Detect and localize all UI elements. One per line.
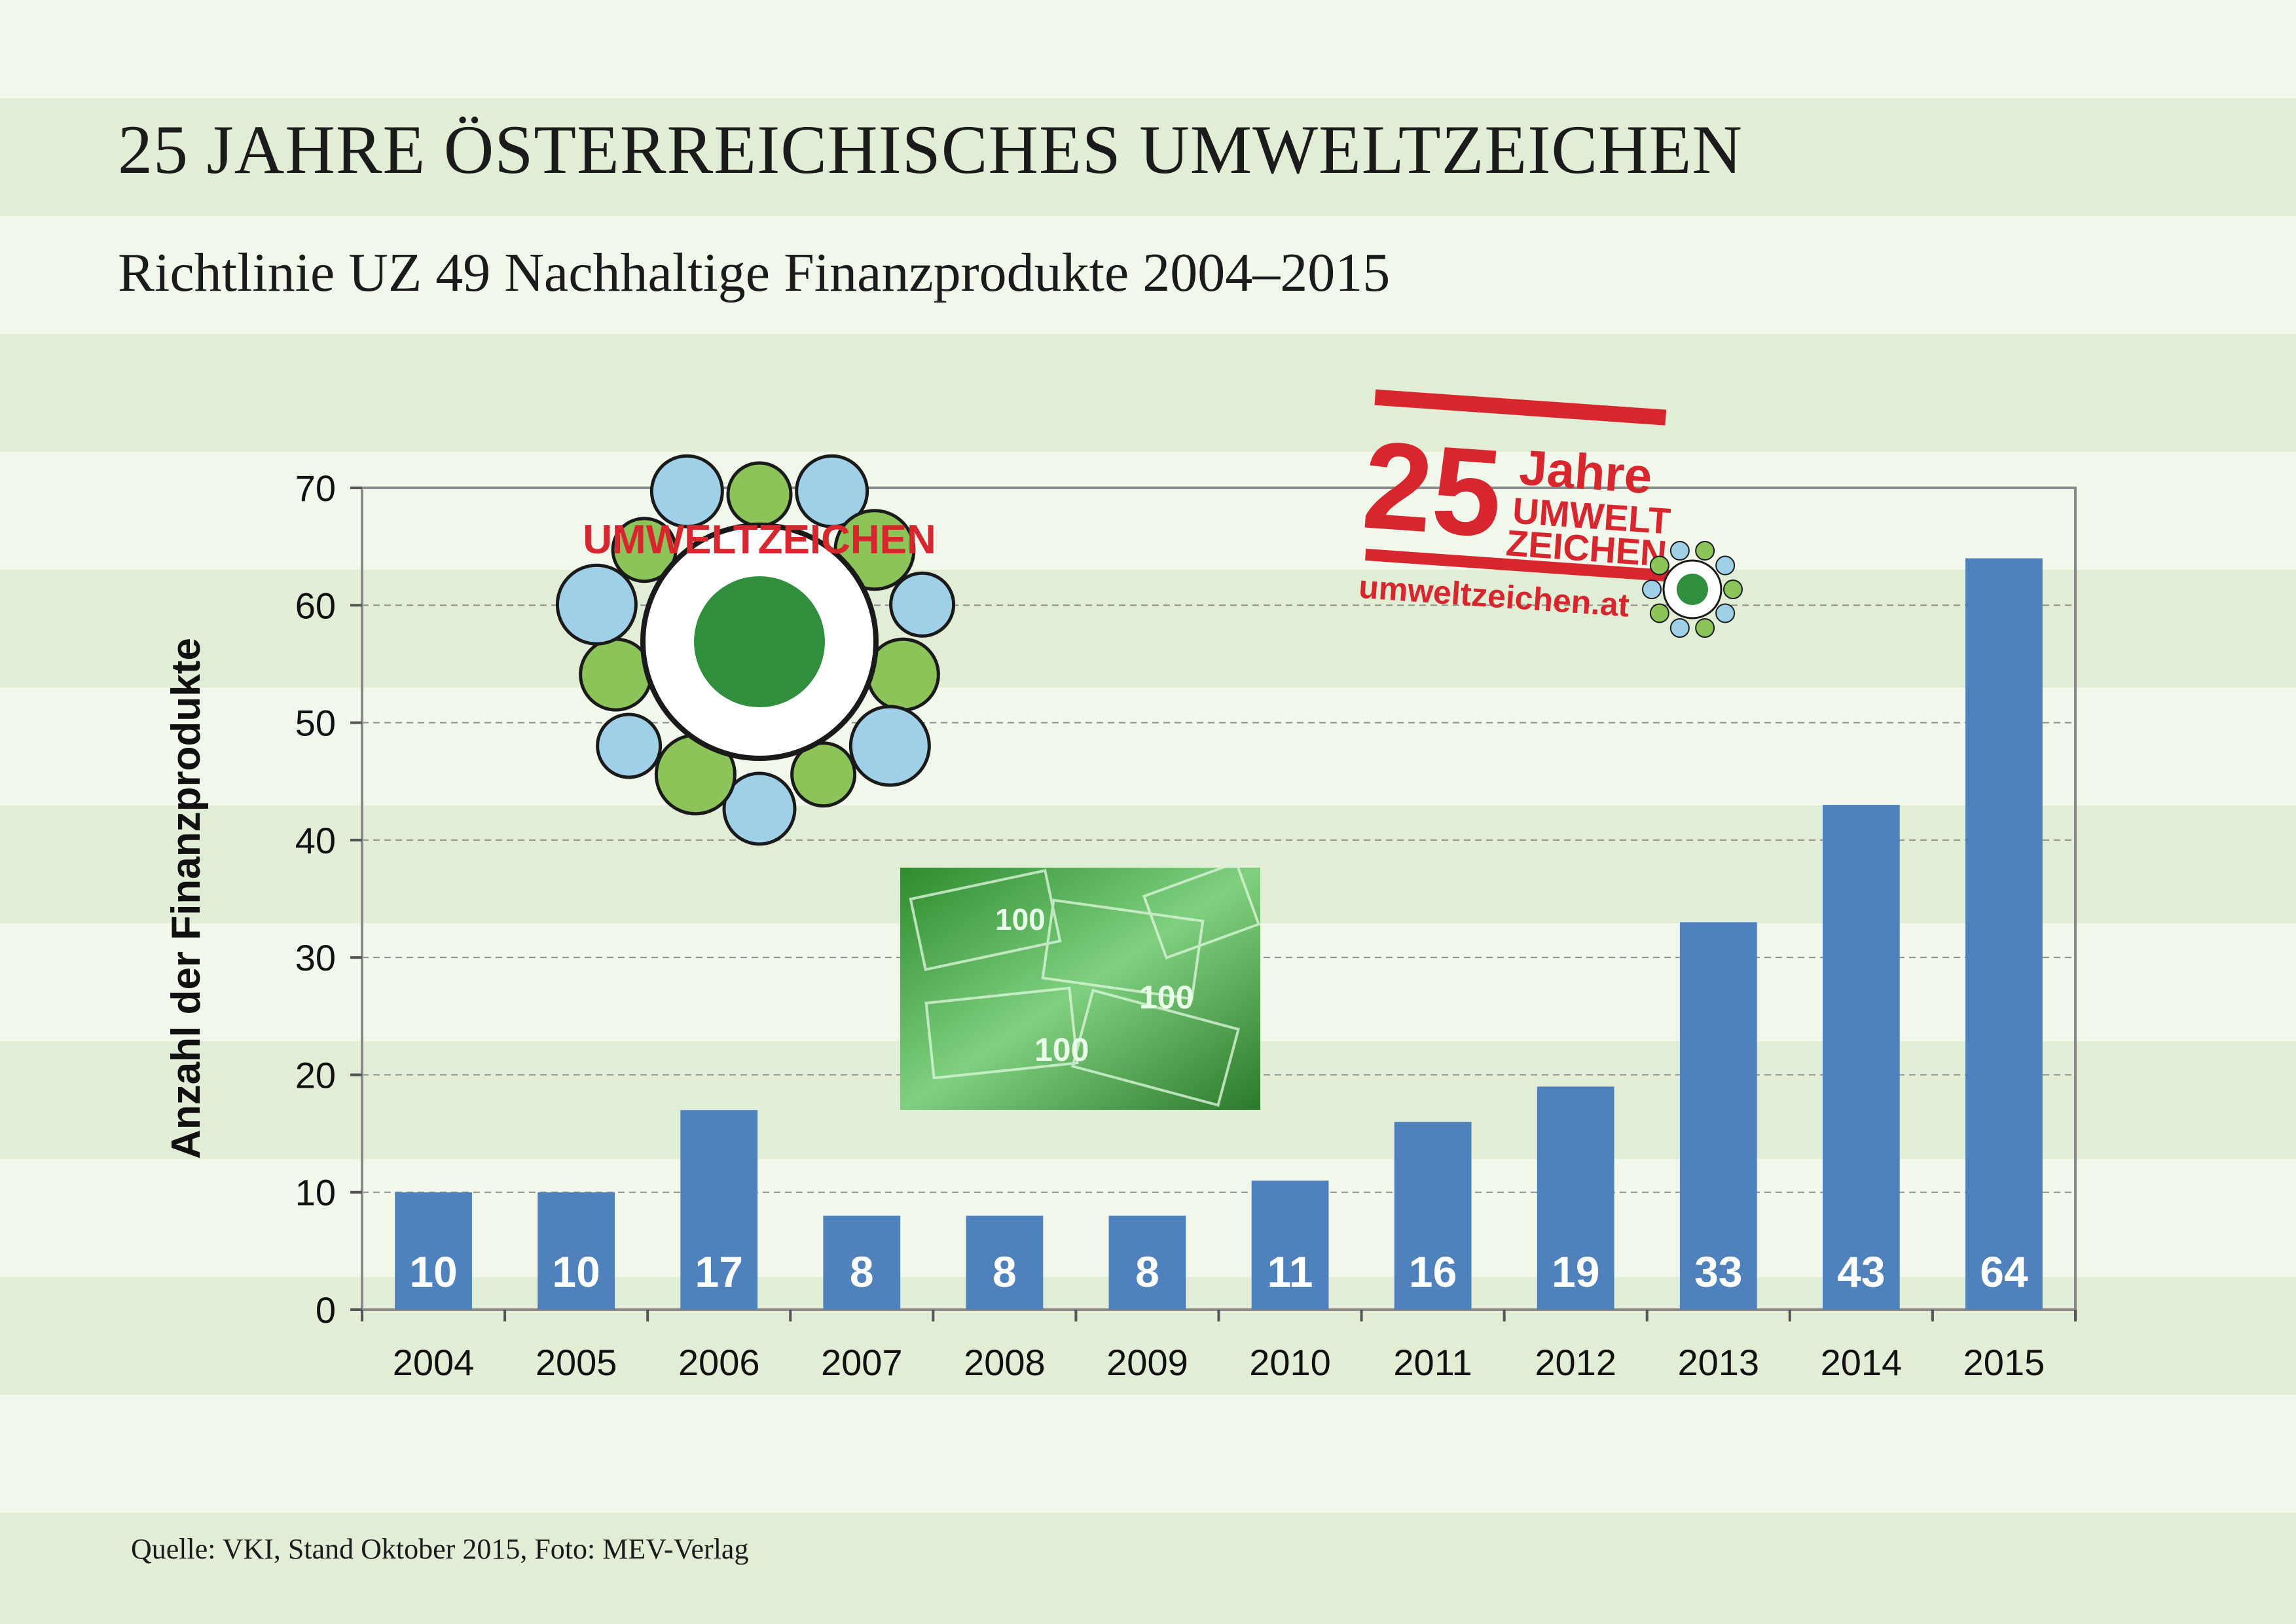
bar xyxy=(1108,1215,1186,1310)
y-tick-label: 70 xyxy=(295,468,336,509)
logo-tree-circle xyxy=(649,454,724,528)
background-stripe xyxy=(0,98,2296,216)
page-subtitle: Richtlinie UZ 49 Nachhaltige Finanzprodu… xyxy=(118,242,1391,303)
bar-value-label: 43 xyxy=(1837,1247,1885,1296)
logo-tree-circle xyxy=(611,517,678,583)
logo-tree-circle xyxy=(848,705,931,787)
bar-value-label: 10 xyxy=(552,1247,600,1296)
svg-text:100: 100 xyxy=(1139,979,1194,1016)
x-tick-label: 2007 xyxy=(821,1342,903,1383)
bar xyxy=(1537,1086,1614,1310)
background-stripe xyxy=(0,570,2296,688)
x-axis-ticks: 2004 2005 2006 2007 2008 2009 2010 2011 2012 2013… xyxy=(393,1342,2045,1383)
logo-ring-text: UMWELTZEICHEN xyxy=(583,517,936,563)
y-tick-label: 40 xyxy=(295,820,336,861)
bar xyxy=(1251,1180,1329,1310)
x-tick-label: 2014 xyxy=(1821,1342,1903,1383)
x-tick-label: 2006 xyxy=(678,1342,760,1383)
bar-value-label: 11 xyxy=(1267,1247,1313,1296)
x-tick-label: 2013 xyxy=(1678,1342,1760,1383)
x-tick-label: 2009 xyxy=(1106,1342,1188,1383)
mini-logo-circle xyxy=(1649,603,1669,623)
x-tick-label: 2015 xyxy=(1963,1342,2045,1383)
bar-value-label: 19 xyxy=(1552,1247,1599,1296)
y-tick-label: 30 xyxy=(295,937,336,978)
logo-tree-circle xyxy=(722,771,797,846)
y-tick-label: 60 xyxy=(295,585,336,626)
bar xyxy=(1679,922,1757,1310)
mini-logo-icon xyxy=(1642,541,1743,638)
bar xyxy=(1822,805,1900,1310)
bar-value-label: 8 xyxy=(850,1247,874,1296)
logo-tree-circle xyxy=(726,461,793,528)
logo-tree-circle xyxy=(555,563,638,646)
bar-value-label: 17 xyxy=(695,1247,742,1296)
logo-tree-circle xyxy=(596,712,663,779)
svg-text:100: 100 xyxy=(995,902,1046,936)
y-axis-label: Anzahl der Finanzprodukte xyxy=(164,638,209,1159)
bar xyxy=(1965,558,2043,1310)
mini-logo-center xyxy=(1677,574,1708,605)
mini-logo-circle xyxy=(1669,618,1690,638)
logo-tree-circle xyxy=(795,454,869,528)
badge-url: umweltzeichen.at xyxy=(1358,568,1631,624)
x-tick-label: 2012 xyxy=(1535,1342,1616,1383)
money-photo: 100 100 100 xyxy=(900,860,1261,1110)
y-tick-label: 10 xyxy=(295,1172,336,1213)
mini-logo-circle xyxy=(1715,555,1736,576)
bar-value-label: 8 xyxy=(993,1247,1017,1296)
x-tick-label: 2010 xyxy=(1249,1342,1331,1383)
background-stripe xyxy=(0,1513,2296,1624)
logo-tree-circle xyxy=(889,571,956,638)
source-note: Quelle: VKI, Stand Oktober 2015, Foto: M… xyxy=(131,1533,749,1565)
background-stripe xyxy=(0,334,2296,452)
badge-word: Jahre xyxy=(1518,440,1654,505)
gridlines xyxy=(350,487,2077,1321)
bar xyxy=(1394,1122,1472,1310)
mini-logo-circle xyxy=(1642,580,1662,599)
mini-logo-circle xyxy=(1723,580,1743,599)
page-title: 25 JAHRE ÖSTERREICHISCHES UMWELTZEICHEN xyxy=(118,111,1743,188)
bar-value-label: 64 xyxy=(1980,1247,2028,1296)
x-tick-label: 2011 xyxy=(1393,1342,1472,1383)
y-tick-label: 0 xyxy=(316,1289,336,1331)
bar xyxy=(395,1192,472,1310)
mini-logo-circle xyxy=(1669,541,1690,561)
x-tick-label: 2005 xyxy=(536,1342,617,1383)
svg-text:100: 100 xyxy=(1034,1031,1089,1068)
bar xyxy=(680,1110,758,1310)
bar-value-label: 33 xyxy=(1694,1247,1742,1296)
mini-logo-circle xyxy=(1695,618,1715,638)
bar-value-label: 16 xyxy=(1409,1247,1457,1296)
bars: 10 10 17 8 8 8 11 16 19 33 43 64 xyxy=(395,558,2043,1310)
y-tick-label: 50 xyxy=(295,703,336,744)
logo-tree-circle xyxy=(790,741,857,808)
bar-value-label: 10 xyxy=(409,1247,457,1296)
mini-logo-circle xyxy=(1715,603,1736,623)
bar xyxy=(823,1215,901,1310)
y-tick-label: 20 xyxy=(295,1054,336,1096)
y-axis-ticks: 0 10 20 30 40 50 60 70 xyxy=(295,468,336,1331)
badge-number: 25 xyxy=(1358,415,1506,563)
bar xyxy=(538,1192,615,1310)
x-tick-label: 2008 xyxy=(964,1342,1046,1383)
anniversary-badge: 25 Jahre UMWELT ZEICHEN umweltzeichen.at xyxy=(1358,389,1743,638)
mini-logo-circle xyxy=(1649,555,1669,576)
mini-logo-circle xyxy=(1695,541,1715,561)
umweltzeichen-logo: UMWELTZEICHEN xyxy=(555,454,956,846)
bar-value-label: 8 xyxy=(1135,1247,1159,1296)
bar xyxy=(966,1215,1044,1310)
x-tick-label: 2004 xyxy=(393,1342,475,1383)
